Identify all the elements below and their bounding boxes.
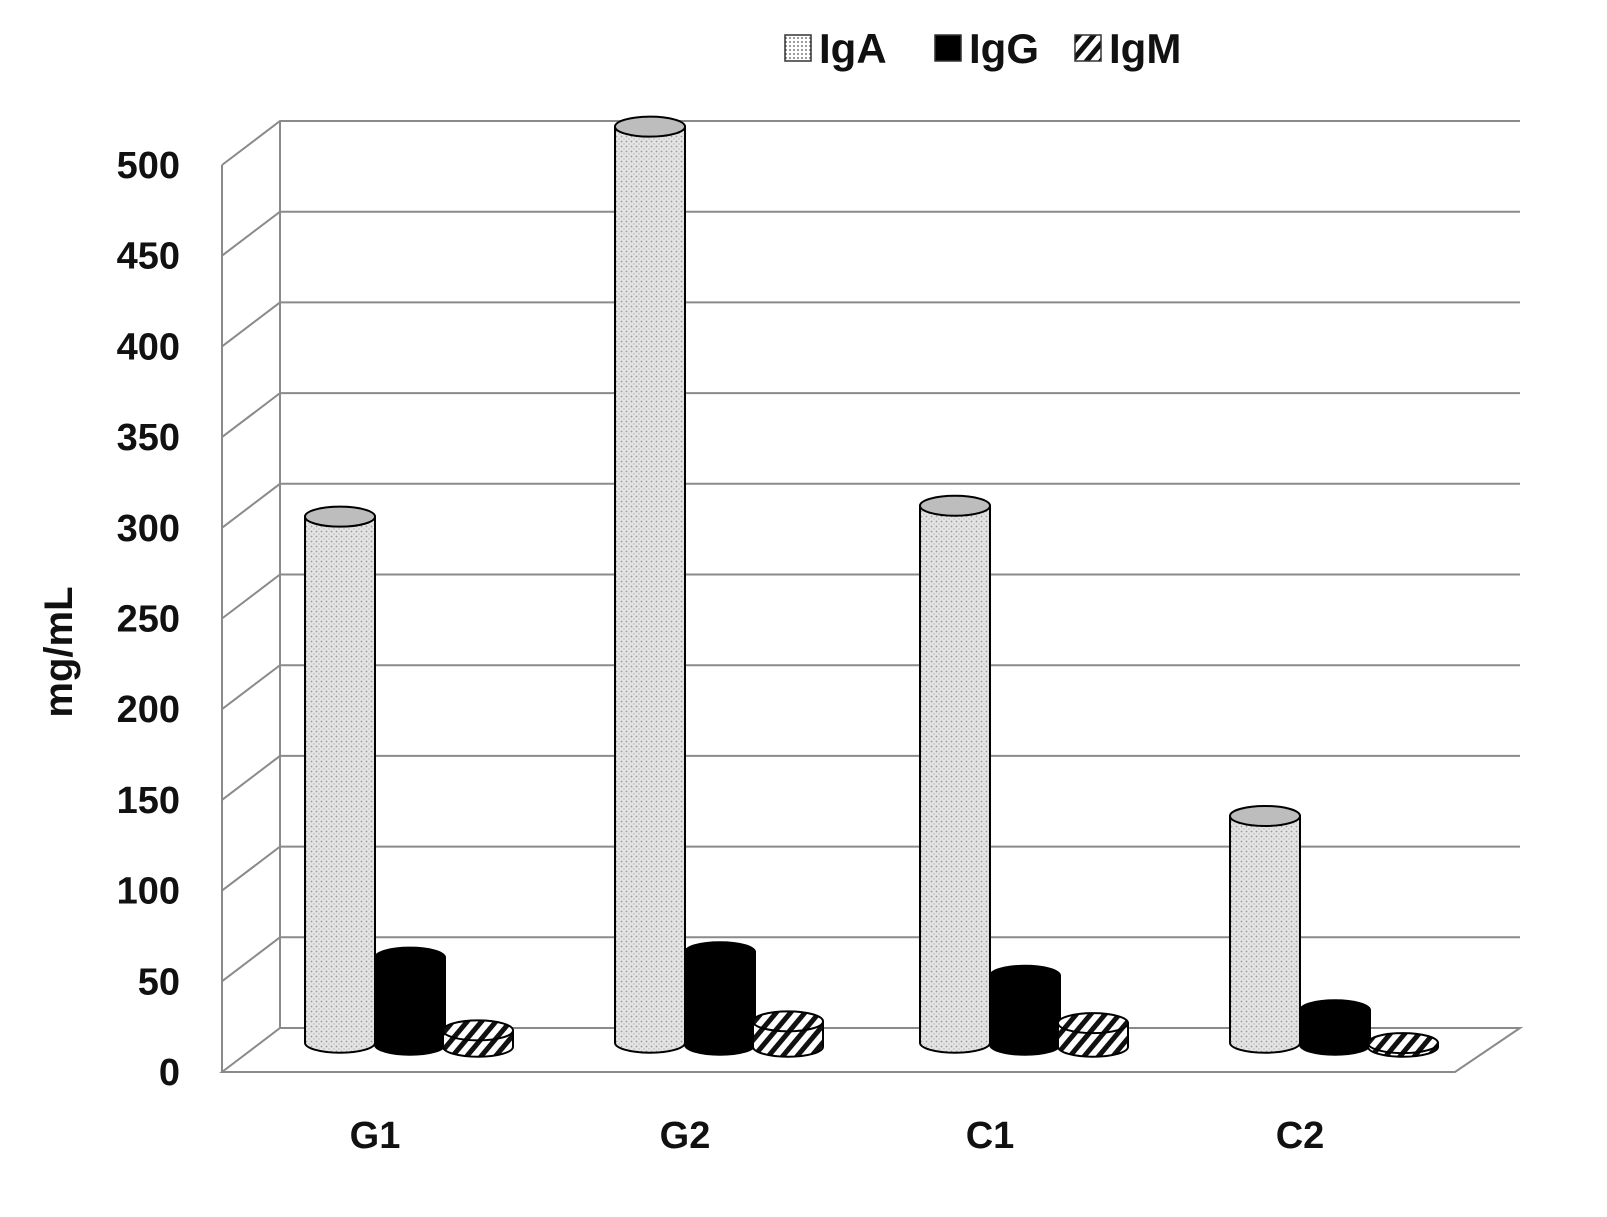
legend-swatch-IgG bbox=[934, 34, 962, 62]
bar-IgA-C1 bbox=[919, 494, 991, 1054]
gridline bbox=[221, 482, 1520, 529]
bar-top bbox=[989, 964, 1061, 987]
bar-top bbox=[1367, 1032, 1439, 1055]
bar-IgM-C1 bbox=[1057, 1012, 1129, 1058]
y-tick-label: 400 bbox=[117, 326, 180, 368]
gridline bbox=[221, 573, 1520, 620]
bar-body bbox=[1229, 814, 1301, 1054]
bar-body bbox=[919, 504, 991, 1054]
bar-IgG-G1 bbox=[374, 946, 446, 1056]
gridlines bbox=[219, 120, 1524, 1073]
legend-swatch-IgM bbox=[1074, 34, 1102, 62]
bar-IgM-G1 bbox=[442, 1019, 514, 1058]
legend-label-IgM: IgM bbox=[1109, 25, 1181, 72]
bar-IgA-G1 bbox=[304, 505, 376, 1054]
gridline bbox=[221, 754, 1520, 801]
y-tick-label: 50 bbox=[138, 961, 180, 1003]
legend-label-IgG: IgG bbox=[969, 25, 1039, 72]
bar-IgG-C2 bbox=[1299, 999, 1371, 1056]
bar-top bbox=[442, 1019, 514, 1042]
bar-top bbox=[1057, 1012, 1129, 1035]
legend-label-IgA: IgA bbox=[819, 25, 887, 72]
y-axis: 0 50 100 150 200 250 300 350 400 450 500 bbox=[117, 145, 180, 1094]
bar-IgM-C2 bbox=[1367, 1032, 1439, 1058]
y-tick-label: 450 bbox=[117, 236, 180, 278]
bar-body bbox=[989, 974, 1061, 1056]
gridline bbox=[221, 392, 1520, 438]
bar-IgG-C1 bbox=[989, 964, 1061, 1056]
y-tick-label: 500 bbox=[117, 145, 180, 187]
bar-body bbox=[374, 956, 446, 1056]
y-tick-label: 250 bbox=[117, 599, 180, 641]
gridline bbox=[221, 120, 1520, 166]
bar-top bbox=[684, 941, 756, 964]
gridline bbox=[221, 301, 1520, 348]
y-tick-label: 200 bbox=[117, 689, 180, 731]
legend: IgA IgG IgM bbox=[784, 25, 1181, 72]
bar-IgA-C2 bbox=[1229, 804, 1301, 1054]
bar-IgG-G2 bbox=[684, 941, 756, 1056]
y-tick-label: 150 bbox=[117, 780, 180, 822]
gridline bbox=[221, 210, 1520, 257]
y-tick-label: 350 bbox=[117, 417, 180, 459]
bar-top bbox=[1299, 999, 1371, 1022]
bar-IgM-G2 bbox=[752, 1010, 824, 1058]
y-tick-label: 100 bbox=[117, 871, 180, 913]
bar-top bbox=[919, 494, 991, 517]
x-tick-label: G2 bbox=[660, 1115, 711, 1157]
bar-top bbox=[614, 115, 686, 138]
gridline bbox=[221, 845, 1520, 892]
bar-top bbox=[1229, 804, 1301, 827]
x-axis: G1 G2 C1 C2 bbox=[350, 1115, 1325, 1157]
y-tick-label: 300 bbox=[117, 508, 180, 550]
bar-top bbox=[374, 946, 446, 969]
floor bbox=[219, 1027, 1524, 1073]
bars bbox=[304, 115, 1439, 1058]
bar-IgA-G2 bbox=[614, 115, 686, 1054]
legend-swatch-IgA bbox=[784, 34, 812, 62]
bar-top bbox=[752, 1010, 824, 1033]
x-tick-label: C2 bbox=[1276, 1115, 1325, 1157]
bar-top bbox=[304, 505, 376, 528]
bar-body bbox=[304, 515, 376, 1054]
y-tick-label: 0 bbox=[159, 1052, 180, 1094]
y-axis-label: mg/mL bbox=[37, 586, 81, 717]
x-tick-label: G1 bbox=[350, 1115, 401, 1157]
bar-body bbox=[684, 951, 756, 1056]
bar-body bbox=[614, 125, 686, 1054]
gridline bbox=[221, 664, 1520, 710]
x-tick-label: C1 bbox=[966, 1115, 1015, 1157]
